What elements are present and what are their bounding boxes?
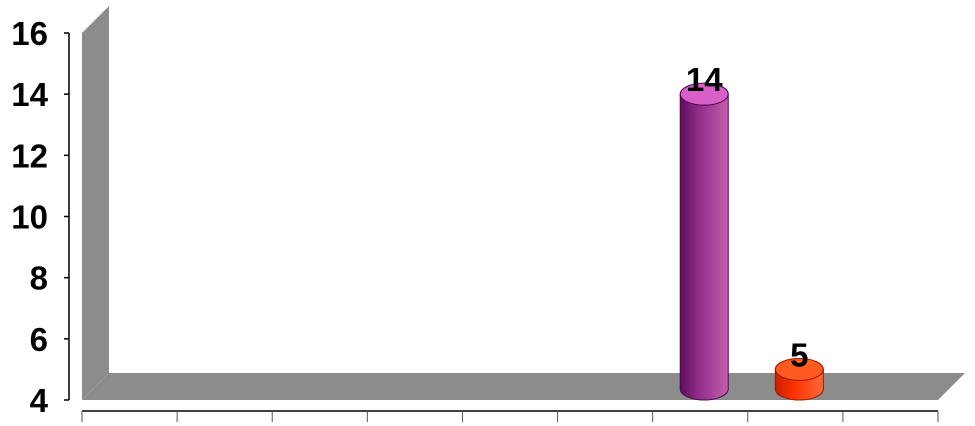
- bar: [679, 82, 729, 401]
- y-tick-label: 10: [11, 199, 48, 236]
- chart-floor: [82, 373, 965, 400]
- chart-frame: [82, 6, 965, 400]
- bar-top: [679, 82, 729, 106]
- y-axis: 4 6 8 10 12 14 16: [11, 15, 70, 419]
- data-label: 5: [790, 336, 808, 373]
- bar-top: [774, 357, 824, 381]
- bar: [774, 357, 824, 401]
- bars: 14 5: [679, 61, 824, 401]
- chart-wall: [82, 6, 109, 400]
- y-tick-label: 6: [30, 321, 48, 358]
- x-axis: [81, 410, 939, 422]
- y-tick-label: 12: [11, 137, 48, 174]
- y-tick-label: 8: [30, 260, 48, 297]
- y-tick-label: 4: [30, 382, 49, 419]
- bar-body: [679, 93, 729, 401]
- y-tick-label: 14: [11, 76, 48, 113]
- data-label: 14: [686, 61, 723, 98]
- y-tick-label: 16: [11, 15, 48, 52]
